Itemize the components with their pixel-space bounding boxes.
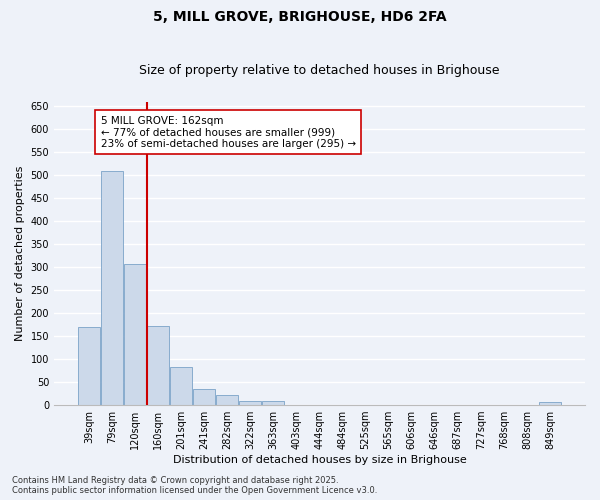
Bar (262, 402, 284, 405)
Text: Contains HM Land Registry data © Crown copyright and database right 2025.
Contai: Contains HM Land Registry data © Crown c… (12, 476, 377, 495)
Bar (539, 402, 561, 405)
Bar (101, 170, 123, 405)
Bar (193, 389, 215, 405)
Text: 5 MILL GROVE: 162sqm
← 77% of detached houses are smaller (999)
23% of semi-deta: 5 MILL GROVE: 162sqm ← 77% of detached h… (101, 116, 356, 149)
Bar (147, 326, 169, 405)
Bar (78, 327, 100, 405)
Bar (170, 368, 192, 405)
Bar (239, 402, 262, 405)
Title: Size of property relative to detached houses in Brighouse: Size of property relative to detached ho… (139, 64, 500, 77)
Bar (217, 395, 238, 405)
X-axis label: Distribution of detached houses by size in Brighouse: Distribution of detached houses by size … (173, 455, 466, 465)
Y-axis label: Number of detached properties: Number of detached properties (15, 166, 25, 341)
Bar (124, 264, 146, 405)
Text: 5, MILL GROVE, BRIGHOUSE, HD6 2FA: 5, MILL GROVE, BRIGHOUSE, HD6 2FA (153, 10, 447, 24)
